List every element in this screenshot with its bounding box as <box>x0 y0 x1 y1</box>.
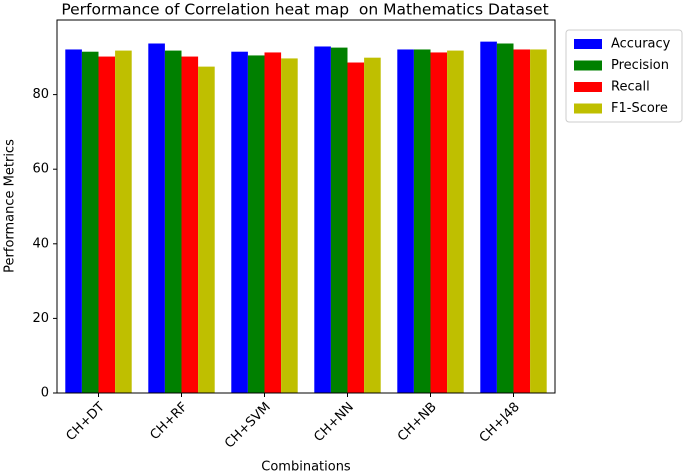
bar <box>364 57 381 393</box>
bar <box>164 50 182 393</box>
legend-swatch <box>574 82 602 92</box>
bar <box>231 51 248 394</box>
bar <box>281 58 298 393</box>
bar <box>430 52 448 394</box>
x-axis-label: Combinations <box>261 460 351 475</box>
bar <box>65 49 82 393</box>
x-tick-label: CH+J48 <box>477 400 523 446</box>
y-tick-label: 0 <box>41 386 49 401</box>
bar <box>98 56 116 393</box>
bar <box>447 50 464 393</box>
legend-label: Precision <box>611 58 669 73</box>
bar <box>81 51 99 394</box>
bar <box>513 49 531 393</box>
bar <box>413 49 431 393</box>
legend-swatch <box>574 39 602 49</box>
legend-label: F1-Score <box>611 101 668 116</box>
legend-box <box>565 29 683 123</box>
legend-label: Recall <box>611 80 650 95</box>
bar <box>397 49 414 393</box>
x-tick-label: CH+SVM <box>222 400 274 452</box>
y-tick-label: 20 <box>32 311 49 326</box>
y-tick-label: 60 <box>32 162 49 177</box>
bar <box>347 62 365 393</box>
bar <box>148 43 165 394</box>
bar <box>480 41 497 393</box>
y-tick-label: 40 <box>32 236 49 251</box>
legend-label: Accuracy <box>611 37 671 52</box>
y-axis-label: Performance Metrics <box>3 139 18 273</box>
x-tick-label: CH+DT <box>63 400 107 444</box>
x-tick-label: CH+RF <box>147 400 190 443</box>
bar <box>264 52 282 394</box>
bar <box>496 43 514 394</box>
legend-swatch <box>574 60 602 71</box>
bar <box>530 49 547 393</box>
bar <box>181 56 199 393</box>
bar <box>314 46 331 393</box>
legend-swatch <box>574 103 602 114</box>
bar <box>330 47 348 394</box>
bar <box>247 55 265 394</box>
x-tick-label: CH+NB <box>395 400 440 445</box>
x-tick-label: CH+NN <box>311 400 356 445</box>
chart-title: Performance of Correlation heat map on M… <box>61 1 548 19</box>
bar <box>115 50 132 393</box>
y-tick-label: 80 <box>32 87 49 102</box>
plot-frame <box>56 19 556 394</box>
bar <box>198 66 215 393</box>
